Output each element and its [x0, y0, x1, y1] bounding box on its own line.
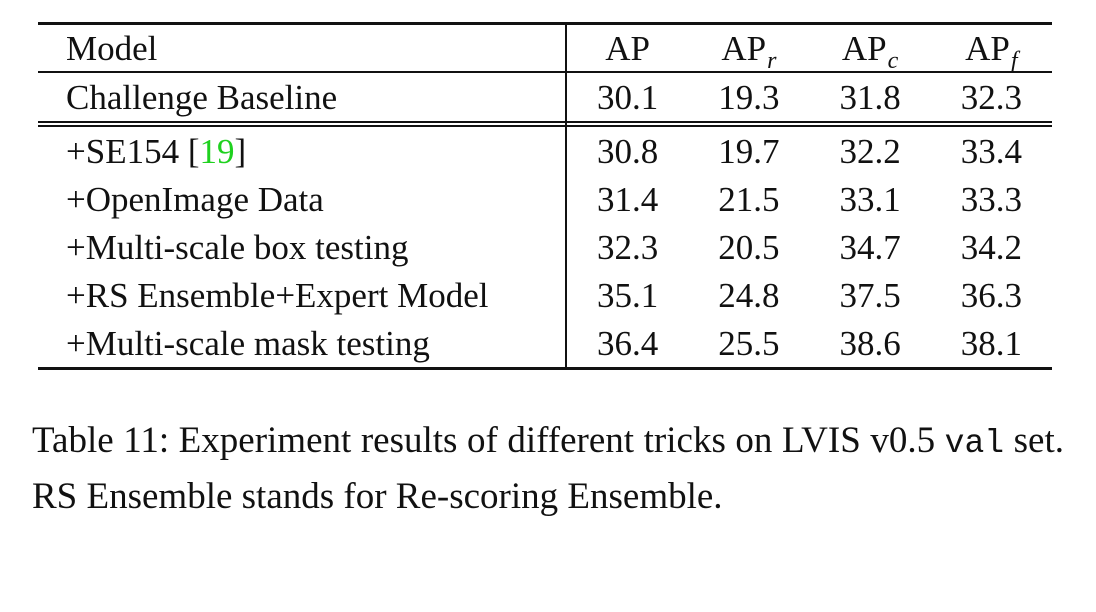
row-ap-f: 34.2: [960, 227, 1022, 267]
row-model: +OpenImage Data: [38, 175, 568, 223]
baseline-ap-r: 19.3: [688, 72, 810, 123]
row-model: +SE154 [19]: [38, 126, 568, 175]
header-ap-c: APc: [809, 22, 931, 74]
caption-text-2: set. RS Ensemble stands for Re-scoring E…: [32, 420, 1064, 517]
table-caption: Table 11: Experiment results of differen…: [32, 414, 1064, 523]
table-row: +RS Ensemble+Expert Model 35.1 24.8 37.5…: [38, 271, 1052, 319]
table-row: +Multi-scale box testing 32.3 20.5 34.7 …: [38, 223, 1052, 271]
header-model: Model: [38, 22, 568, 73]
row-ap-c: 37.5: [839, 275, 901, 315]
baseline-ap-c: 31.8: [809, 72, 931, 123]
table-row: +OpenImage Data 31.4 21.5 33.1 33.3: [38, 175, 1052, 223]
baseline-ap-f: 32.3: [930, 72, 1052, 123]
row-model: +Multi-scale mask testing: [38, 319, 568, 370]
baseline-ap: 30.1: [566, 72, 689, 123]
row-model-text: +SE154 [: [66, 131, 200, 171]
header-ap-r: APr: [688, 22, 810, 74]
row-ap-best: 36.4: [566, 319, 689, 370]
row-ap-r-best: 25.5: [688, 319, 810, 370]
header-ap-text: AP: [605, 28, 651, 68]
results-table: Model AP APr APc APf Challenge Baseline …: [38, 22, 1052, 370]
header-ap-f-text: AP: [965, 28, 1010, 68]
separator-cell: [566, 122, 689, 127]
row-ap: 32.3: [597, 227, 659, 267]
header-ap-r-text: AP: [721, 28, 767, 68]
table-header-row: Model AP APr APc APf: [38, 22, 1052, 74]
header-ap-c-text: AP: [841, 28, 887, 68]
caption-text-1: Table 11: Experiment results of differen…: [32, 420, 945, 461]
row-ap-f: 36.3: [960, 275, 1022, 315]
results-table-container: Model AP APr APc APf Challenge Baseline …: [38, 22, 1052, 370]
citation-link[interactable]: 19: [199, 131, 235, 171]
separator-cell: [930, 122, 1052, 127]
table-row-baseline: Challenge Baseline 30.1 19.3 31.8 32.3: [38, 72, 1052, 123]
row-model: +Multi-scale box testing: [38, 223, 568, 271]
row-ap-c-best: 38.6: [809, 319, 931, 370]
row-ap: 31.4: [597, 179, 659, 219]
row-ap: 35.1: [597, 275, 659, 315]
row-ap-c: 34.7: [839, 227, 901, 267]
row-ap-f-best: 38.1: [930, 319, 1052, 370]
header-ap-r-sub: r: [767, 47, 777, 74]
header-ap-c-sub: c: [887, 47, 899, 74]
caption-code-val: val: [944, 425, 1005, 462]
header-ap-f: APf: [930, 22, 1052, 74]
row-ap-f: 33.4: [960, 131, 1022, 171]
separator-cell: [38, 122, 568, 127]
row-ap-r: 24.8: [718, 275, 780, 315]
row-ap-r: 19.7: [718, 131, 780, 171]
row-model-suffix: ]: [234, 131, 247, 171]
row-ap: 30.8: [597, 131, 659, 171]
row-ap-f: 33.3: [960, 179, 1022, 219]
header-ap: AP: [566, 22, 689, 73]
row-ap-r: 20.5: [718, 227, 780, 267]
table-row: +SE154 [19] 30.8 19.7 32.2 33.4: [38, 126, 1052, 175]
baseline-model: Challenge Baseline: [38, 72, 568, 123]
separator-cell: [688, 122, 810, 127]
row-ap-c: 32.2: [839, 131, 901, 171]
row-ap-r: 21.5: [718, 179, 780, 219]
header-ap-f-sub: f: [1010, 47, 1018, 74]
separator-cell: [809, 122, 931, 127]
table-separator: [38, 122, 1052, 127]
row-ap-c: 33.1: [839, 179, 901, 219]
table-row-best: +Multi-scale mask testing 36.4 25.5 38.6…: [38, 319, 1052, 370]
row-model: +RS Ensemble+Expert Model: [38, 271, 568, 319]
